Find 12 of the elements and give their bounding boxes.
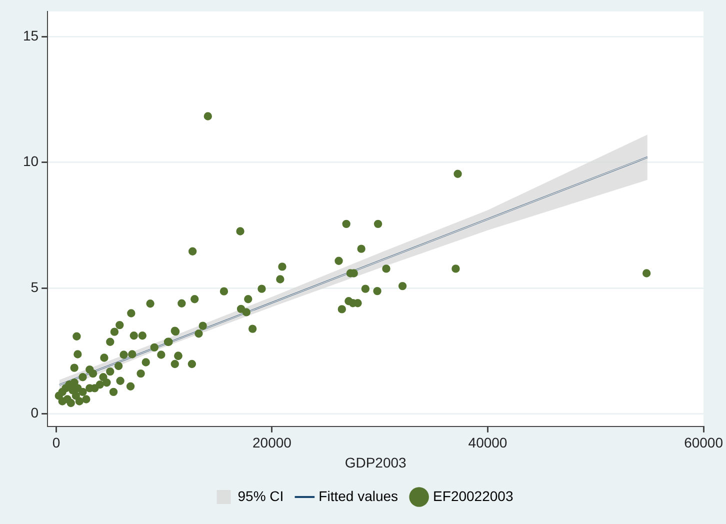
y-tick-label: 10	[22, 153, 39, 170]
x-tick-label: 20000	[252, 434, 292, 451]
x-tick-label: 40000	[468, 434, 508, 451]
y-tick-label: 15	[22, 27, 39, 44]
y-tick-label: 0	[30, 404, 39, 421]
y-tick-label: 5	[30, 278, 39, 295]
legend-label: 95% CI	[238, 488, 284, 504]
legend-label: EF20022003	[433, 488, 514, 504]
legend-label: Fitted values	[318, 488, 398, 504]
x-axis-title: GDP2003	[344, 454, 407, 470]
x-tick-label: 0	[52, 434, 60, 451]
x-tick-label: 60000	[684, 434, 724, 451]
